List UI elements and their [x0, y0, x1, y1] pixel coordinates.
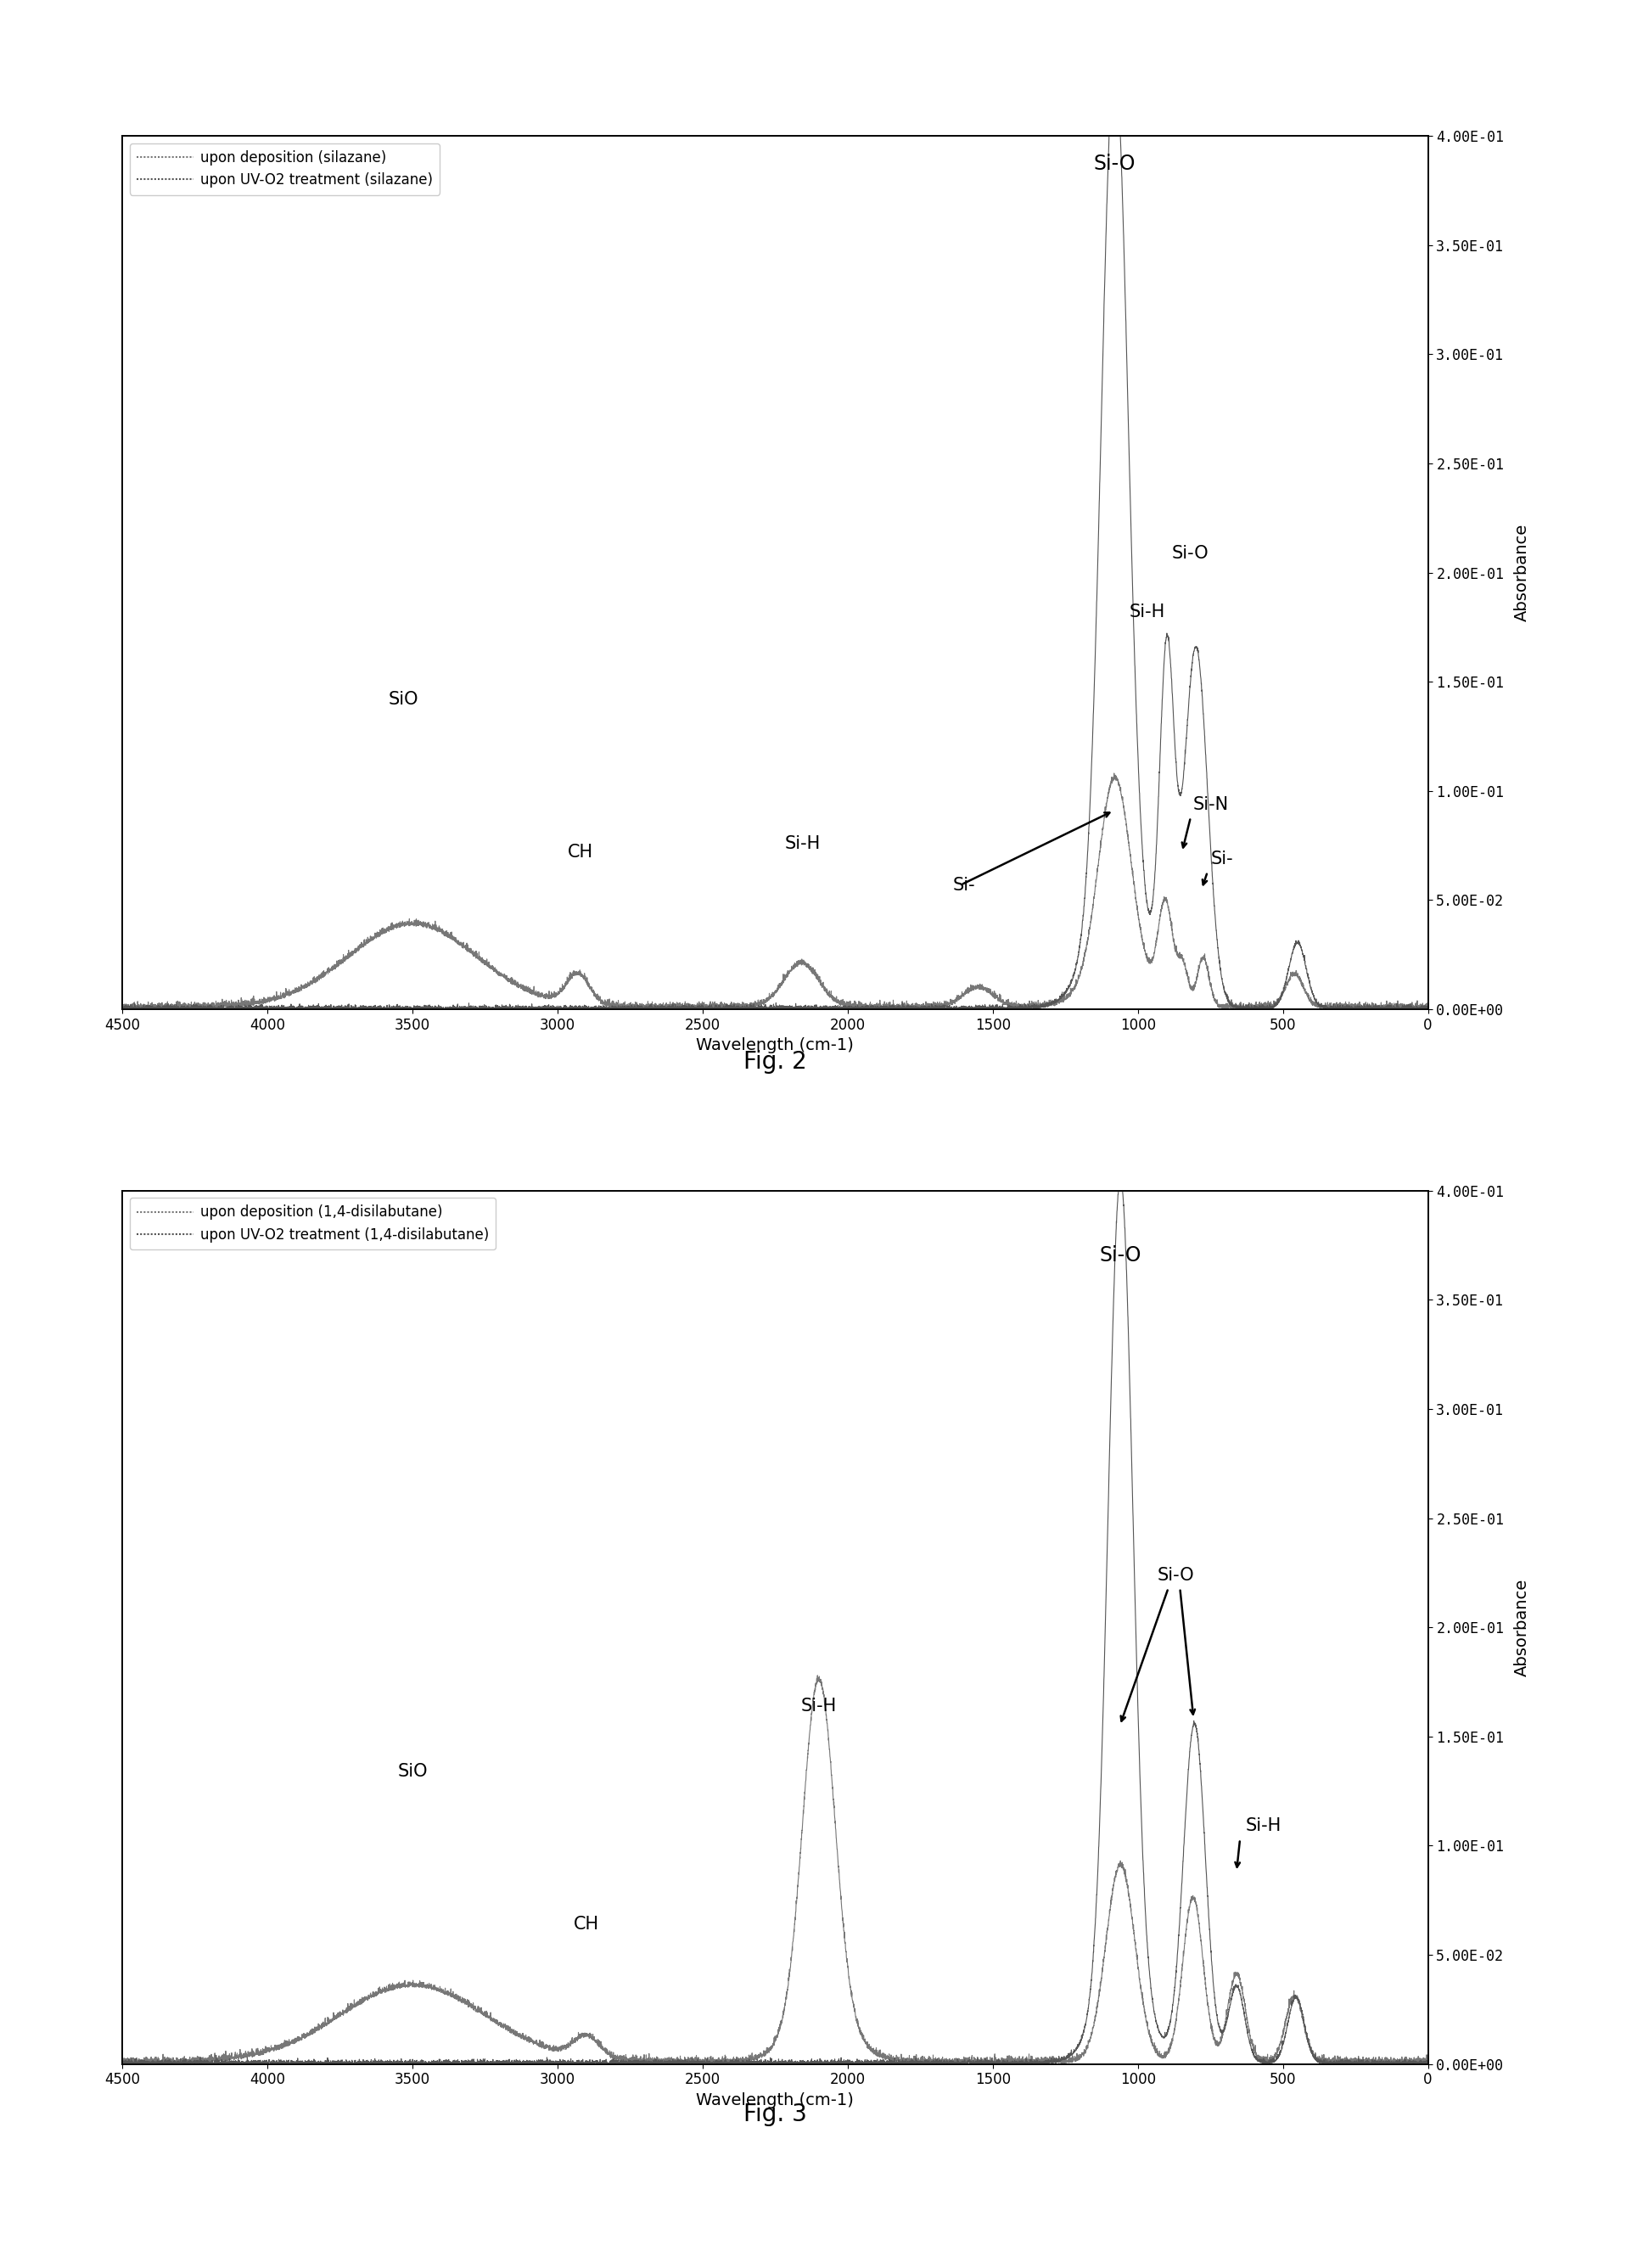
Line: upon UV-O2 treatment (silazane): upon UV-O2 treatment (silazane) — [122, 93, 1428, 1009]
Y-axis label: Absorbance: Absorbance — [1513, 1579, 1529, 1676]
upon deposition (silazane) — [1069, 964, 1089, 991]
Text: Fig. 3: Fig. 3 — [744, 2102, 806, 2125]
upon UV-O2 treatment (silazane) — [215, 996, 235, 1023]
upon UV-O2 treatment (silazane) — [620, 996, 640, 1023]
upon deposition (silazane) — [1418, 993, 1438, 1021]
upon UV-O2 treatment (1,4-disilabutane) — [620, 2048, 640, 2075]
upon UV-O2 treatment (1,4-disilabutane) — [1418, 2050, 1438, 2077]
Text: Si-O: Si-O — [1093, 154, 1136, 175]
Text: SiO: SiO — [398, 1762, 428, 1780]
upon UV-O2 treatment (silazane) — [388, 993, 408, 1021]
upon deposition (silazane) — [387, 912, 406, 939]
upon deposition (silazane) — [620, 993, 640, 1021]
upon deposition (silazane) — [601, 993, 620, 1021]
Text: CH: CH — [574, 1916, 599, 1932]
Text: Si-H: Si-H — [785, 835, 821, 853]
upon UV-O2 treatment (1,4-disilabutane) — [601, 2048, 620, 2075]
Line: upon UV-O2 treatment (1,4-disilabutane): upon UV-O2 treatment (1,4-disilabutane) — [122, 1177, 1428, 2064]
Text: SiO: SiO — [388, 692, 419, 708]
Text: Fig. 2: Fig. 2 — [744, 1050, 806, 1073]
upon UV-O2 treatment (silazane) — [1069, 939, 1089, 966]
X-axis label: Wavelength (cm-1): Wavelength (cm-1) — [697, 1036, 854, 1055]
Line: upon deposition (silazane): upon deposition (silazane) — [122, 773, 1428, 1009]
upon deposition (1,4-disilabutane) — [1069, 2046, 1089, 2073]
Legend: upon deposition (1,4-disilabutane), upon UV-O2 treatment (1,4-disilabutane): upon deposition (1,4-disilabutane), upon… — [129, 1198, 496, 1250]
upon UV-O2 treatment (1,4-disilabutane) — [134, 2050, 153, 2077]
upon deposition (1,4-disilabutane) — [601, 2043, 620, 2071]
upon deposition (silazane) — [1105, 760, 1124, 787]
Text: Si-O: Si-O — [1157, 1567, 1195, 1583]
Text: Si-H: Si-H — [801, 1699, 837, 1715]
Text: Si-: Si- — [1211, 850, 1234, 866]
upon deposition (silazane) — [113, 991, 132, 1018]
upon UV-O2 treatment (1,4-disilabutane) — [113, 2050, 132, 2077]
Text: Si-O: Si-O — [1172, 544, 1209, 562]
Text: Si-H: Si-H — [1245, 1817, 1281, 1835]
upon UV-O2 treatment (1,4-disilabutane) — [387, 2048, 406, 2075]
upon UV-O2 treatment (1,4-disilabutane) — [1343, 2048, 1363, 2075]
upon deposition (1,4-disilabutane) — [1418, 2050, 1438, 2077]
upon deposition (1,4-disilabutane) — [956, 2050, 976, 2077]
X-axis label: Wavelength (cm-1): Wavelength (cm-1) — [697, 2091, 854, 2109]
Text: Si-H: Si-H — [1129, 603, 1165, 621]
Line: upon deposition (1,4-disilabutane): upon deposition (1,4-disilabutane) — [122, 1676, 1428, 2064]
upon deposition (silazane) — [1229, 996, 1248, 1023]
Text: Si-: Si- — [953, 878, 974, 894]
upon deposition (silazane) — [1343, 991, 1363, 1018]
upon UV-O2 treatment (silazane) — [1418, 996, 1438, 1023]
Y-axis label: Absorbance: Absorbance — [1513, 524, 1529, 621]
Text: Si-N: Si-N — [1193, 796, 1229, 812]
upon deposition (1,4-disilabutane) — [808, 1662, 827, 1690]
upon UV-O2 treatment (1,4-disilabutane) — [1110, 1163, 1129, 1191]
upon deposition (1,4-disilabutane) — [134, 2046, 153, 2073]
Text: CH: CH — [568, 844, 594, 862]
upon deposition (1,4-disilabutane) — [1343, 2048, 1363, 2075]
upon UV-O2 treatment (silazane) — [113, 996, 132, 1023]
upon deposition (1,4-disilabutane) — [387, 1973, 406, 2000]
upon deposition (silazane) — [134, 993, 153, 1021]
upon UV-O2 treatment (1,4-disilabutane) — [1359, 2050, 1379, 2077]
upon deposition (1,4-disilabutane) — [620, 2046, 640, 2073]
upon UV-O2 treatment (silazane) — [601, 996, 620, 1023]
Text: Si-O: Si-O — [1100, 1245, 1141, 1266]
Legend: upon deposition (silazane), upon UV-O2 treatment (silazane): upon deposition (silazane), upon UV-O2 t… — [129, 143, 439, 195]
upon deposition (1,4-disilabutane) — [113, 2050, 132, 2077]
upon UV-O2 treatment (silazane) — [134, 993, 153, 1021]
upon UV-O2 treatment (silazane) — [1343, 993, 1363, 1021]
upon UV-O2 treatment (1,4-disilabutane) — [1069, 2032, 1089, 2059]
upon UV-O2 treatment (silazane) — [1108, 79, 1128, 107]
